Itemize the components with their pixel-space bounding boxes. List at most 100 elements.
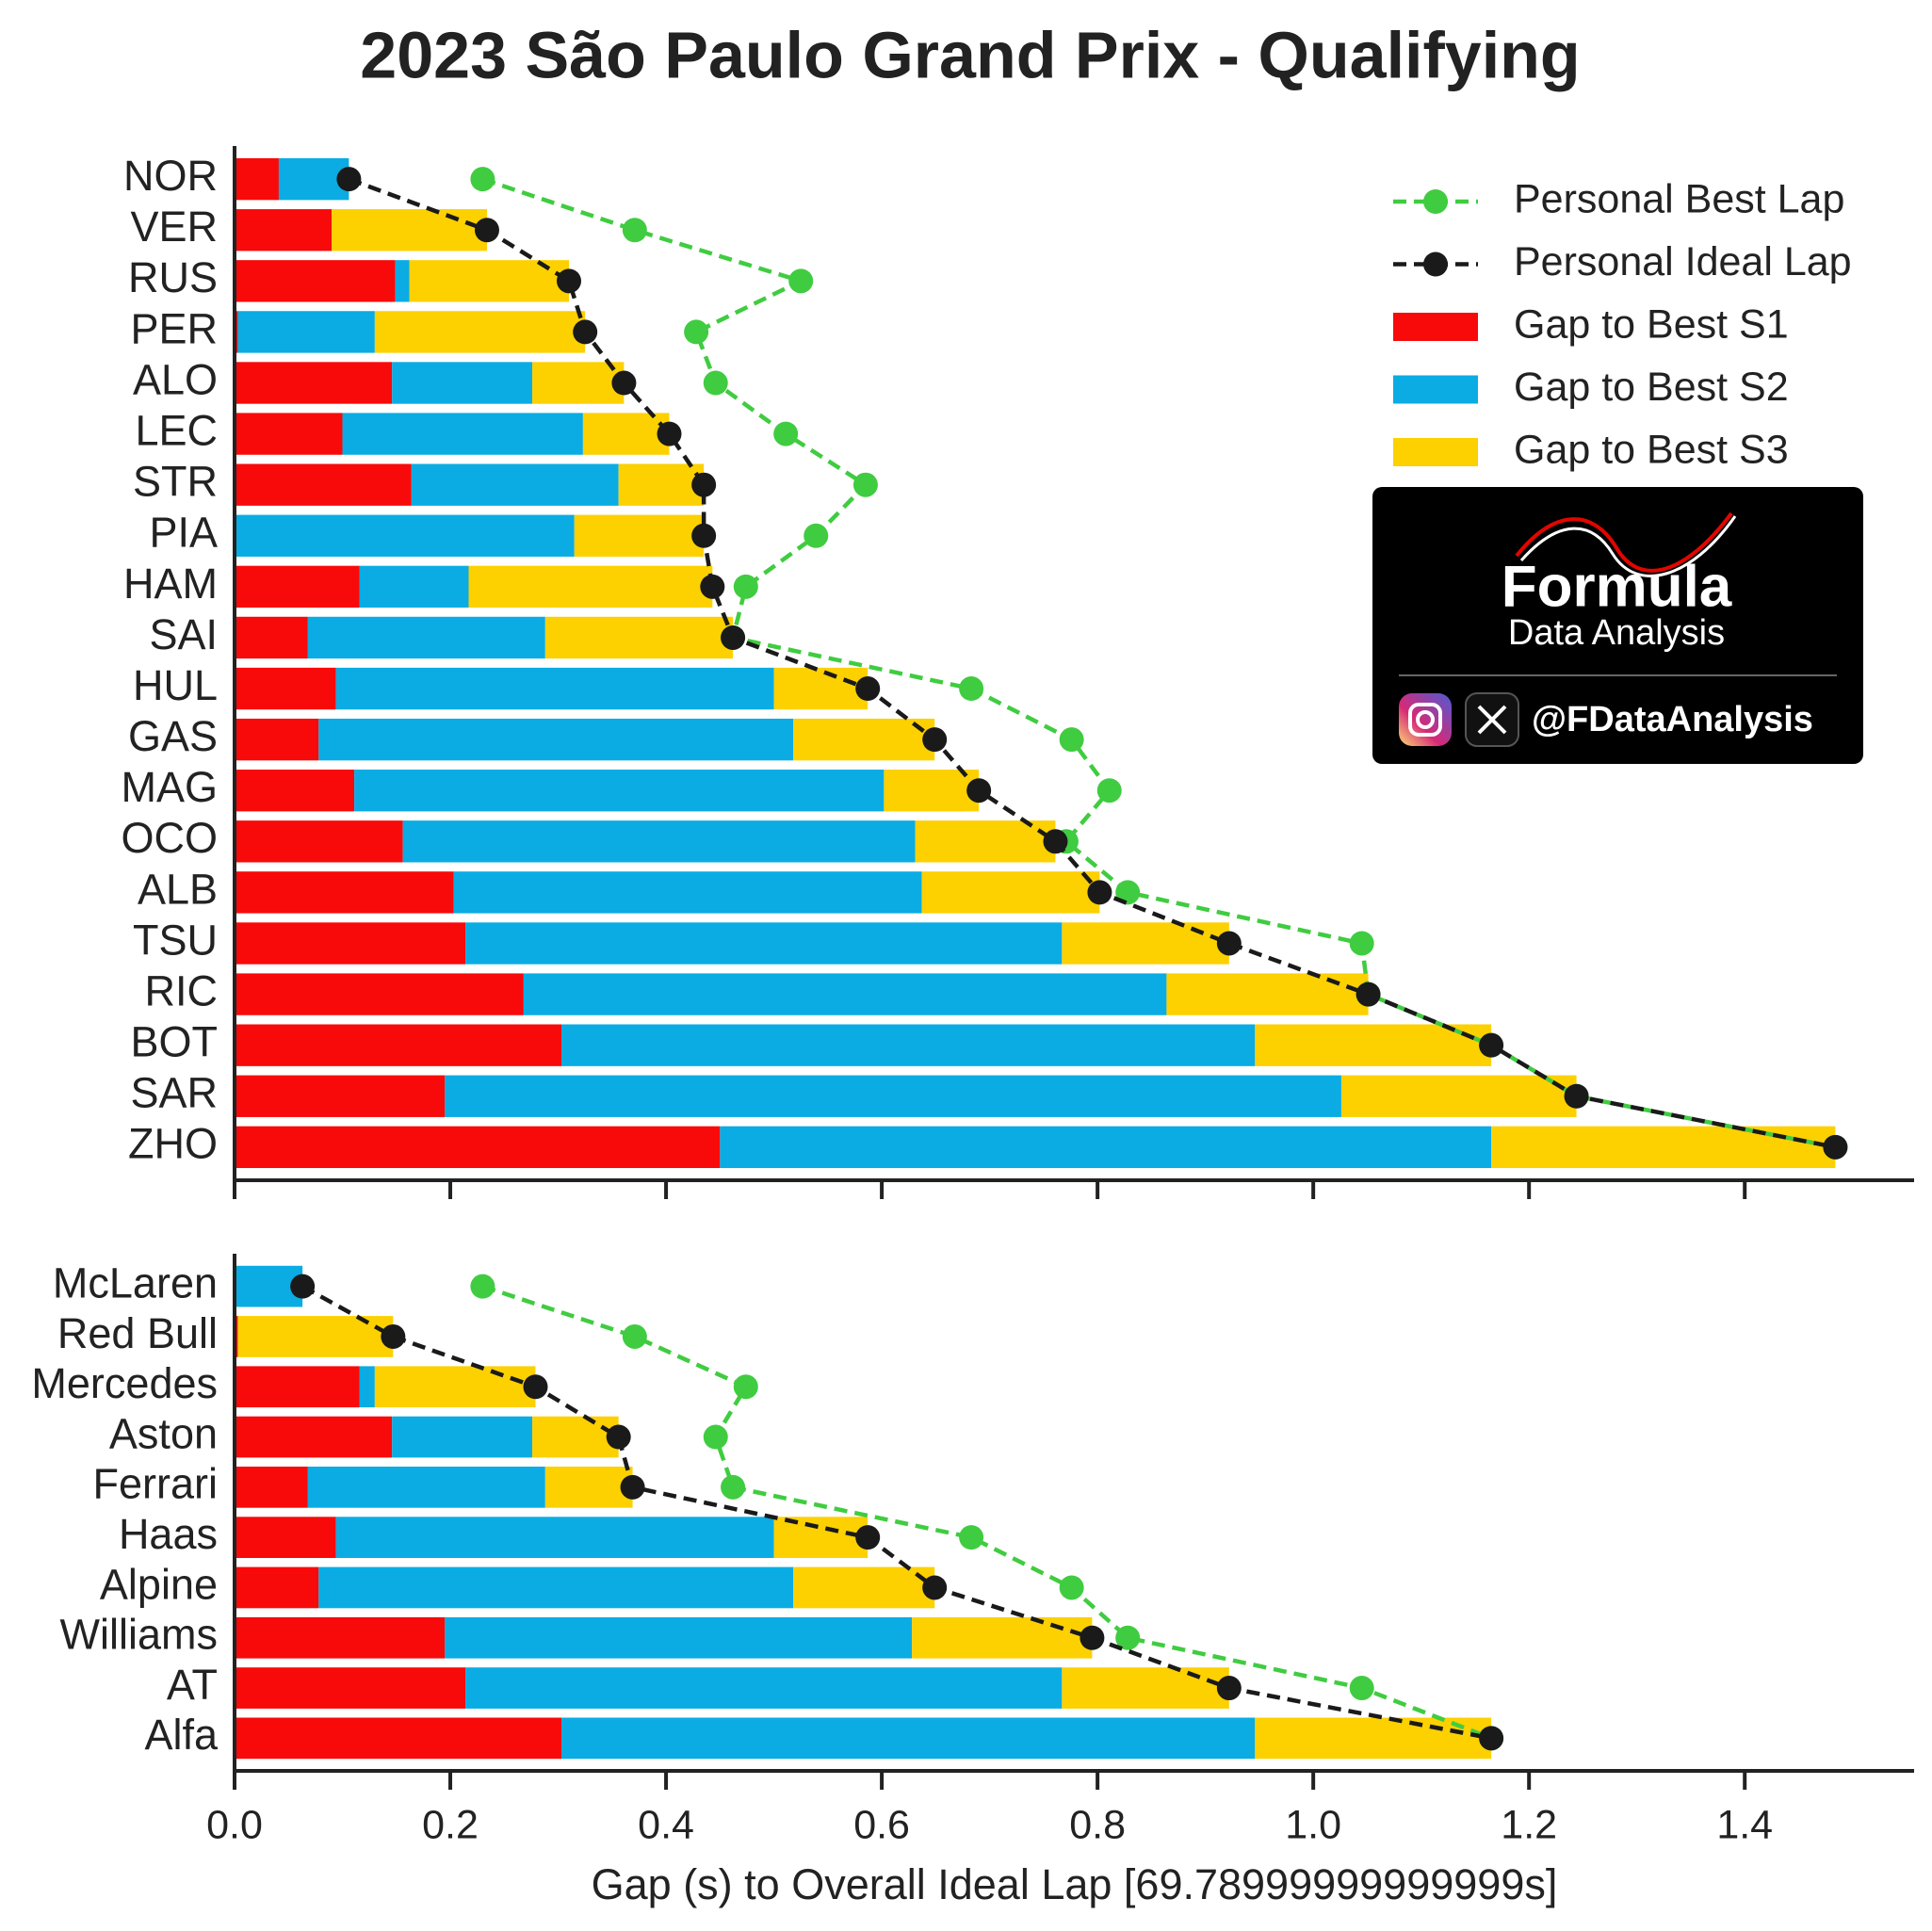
bar-segment (235, 413, 343, 455)
point (573, 319, 598, 345)
bar-segment (235, 922, 466, 965)
point (1356, 982, 1381, 1007)
x-tick-label: 1.0 (1285, 1802, 1341, 1847)
bar-segment (582, 413, 670, 455)
point (703, 370, 728, 396)
branding-handle: @FDataAnalysis (1532, 700, 1813, 739)
bar-segment (793, 718, 935, 761)
legend-label: Gap to Best S1 (1514, 301, 1789, 347)
legend-marker (1423, 252, 1448, 277)
bar-segment (332, 209, 487, 252)
bar-segment (618, 463, 705, 506)
point (691, 523, 717, 548)
point (788, 268, 814, 294)
point (855, 1525, 881, 1550)
x-icon (1477, 705, 1507, 735)
bar-segment (235, 209, 333, 252)
bar-segment (465, 922, 1063, 965)
bar-segment (395, 260, 410, 302)
y-tick-label: VER (130, 203, 218, 251)
point (721, 1474, 746, 1500)
bar-segment (1062, 922, 1229, 965)
bar-segment (532, 362, 625, 404)
bar-segment (354, 770, 885, 812)
bar-segment (544, 1466, 633, 1508)
bar-segment (912, 1616, 1093, 1659)
point (1059, 727, 1084, 753)
x-tick-label: 1.4 (1716, 1802, 1773, 1847)
point (684, 319, 709, 345)
point (1080, 1625, 1105, 1650)
line (301, 1284, 1492, 1741)
bar-segment (235, 1667, 466, 1709)
y-tick-label: STR (133, 458, 218, 506)
bar-segment (335, 667, 774, 710)
bar-segment (409, 260, 569, 302)
bar-segment (560, 1024, 1256, 1066)
point (1479, 1726, 1504, 1751)
y-tick-label: TSU (133, 916, 218, 964)
point (804, 523, 829, 548)
y-tick-label: Alfa (144, 1711, 219, 1759)
point (290, 1274, 316, 1299)
point (657, 421, 682, 446)
point (855, 676, 881, 702)
point (381, 1323, 406, 1349)
point (700, 574, 725, 599)
y-tick-label: Alpine (100, 1560, 218, 1608)
bar-segment (523, 973, 1167, 1015)
bar-segment (392, 1416, 533, 1458)
y-tick-label: ALO (133, 355, 218, 403)
bar-segment (307, 1466, 545, 1508)
bar-segment (235, 770, 355, 812)
point (622, 218, 647, 243)
bar-segment (773, 667, 869, 710)
point (1059, 1575, 1084, 1600)
point (620, 1474, 645, 1500)
bar-segment (720, 1126, 1492, 1169)
bar-segment (921, 871, 1100, 914)
bar-segment (235, 1466, 308, 1508)
bar-segment (445, 1616, 913, 1659)
bar-segment (544, 616, 734, 659)
point (1479, 1032, 1504, 1058)
bar-segment (342, 413, 583, 455)
point (523, 1374, 548, 1400)
bar-segment (335, 1517, 774, 1559)
x-tick-label: 0.4 (638, 1802, 694, 1847)
point (470, 1274, 495, 1299)
bar-segment (235, 871, 454, 914)
y-tick-label: AT (167, 1661, 218, 1709)
point (1564, 1083, 1589, 1109)
x-tick-label: 0.0 (206, 1802, 263, 1847)
bar-segment (235, 1075, 446, 1117)
branding-title: Formula (1502, 554, 1732, 619)
bar-segment (235, 157, 279, 201)
point (691, 472, 717, 497)
y-tick-label: ALB (138, 865, 218, 913)
bar-segment (235, 1717, 561, 1760)
bar-segment (235, 820, 403, 863)
bar-segment (915, 820, 1056, 863)
bar-segment (318, 1566, 794, 1609)
bar-segment (235, 1416, 393, 1458)
y-tick-label: HAM (123, 560, 218, 608)
x-tick-label: 0.6 (853, 1802, 910, 1847)
y-tick-label: PER (130, 304, 218, 352)
legend-marker (1393, 313, 1478, 341)
bar-segment (374, 311, 586, 353)
bar-segment (560, 1717, 1256, 1760)
point (1349, 931, 1374, 956)
point (1115, 880, 1141, 905)
bar-segment (1166, 973, 1369, 1015)
y-tick-label: LEC (135, 406, 218, 454)
point (733, 1374, 758, 1400)
y-tick-label: OCO (121, 814, 218, 862)
y-tick-label: PIA (149, 509, 218, 557)
bar-segment (235, 1126, 721, 1169)
y-tick-label: MAG (121, 763, 218, 811)
bar-segment (235, 1566, 319, 1609)
bar-segment (235, 616, 308, 659)
point (611, 370, 637, 396)
